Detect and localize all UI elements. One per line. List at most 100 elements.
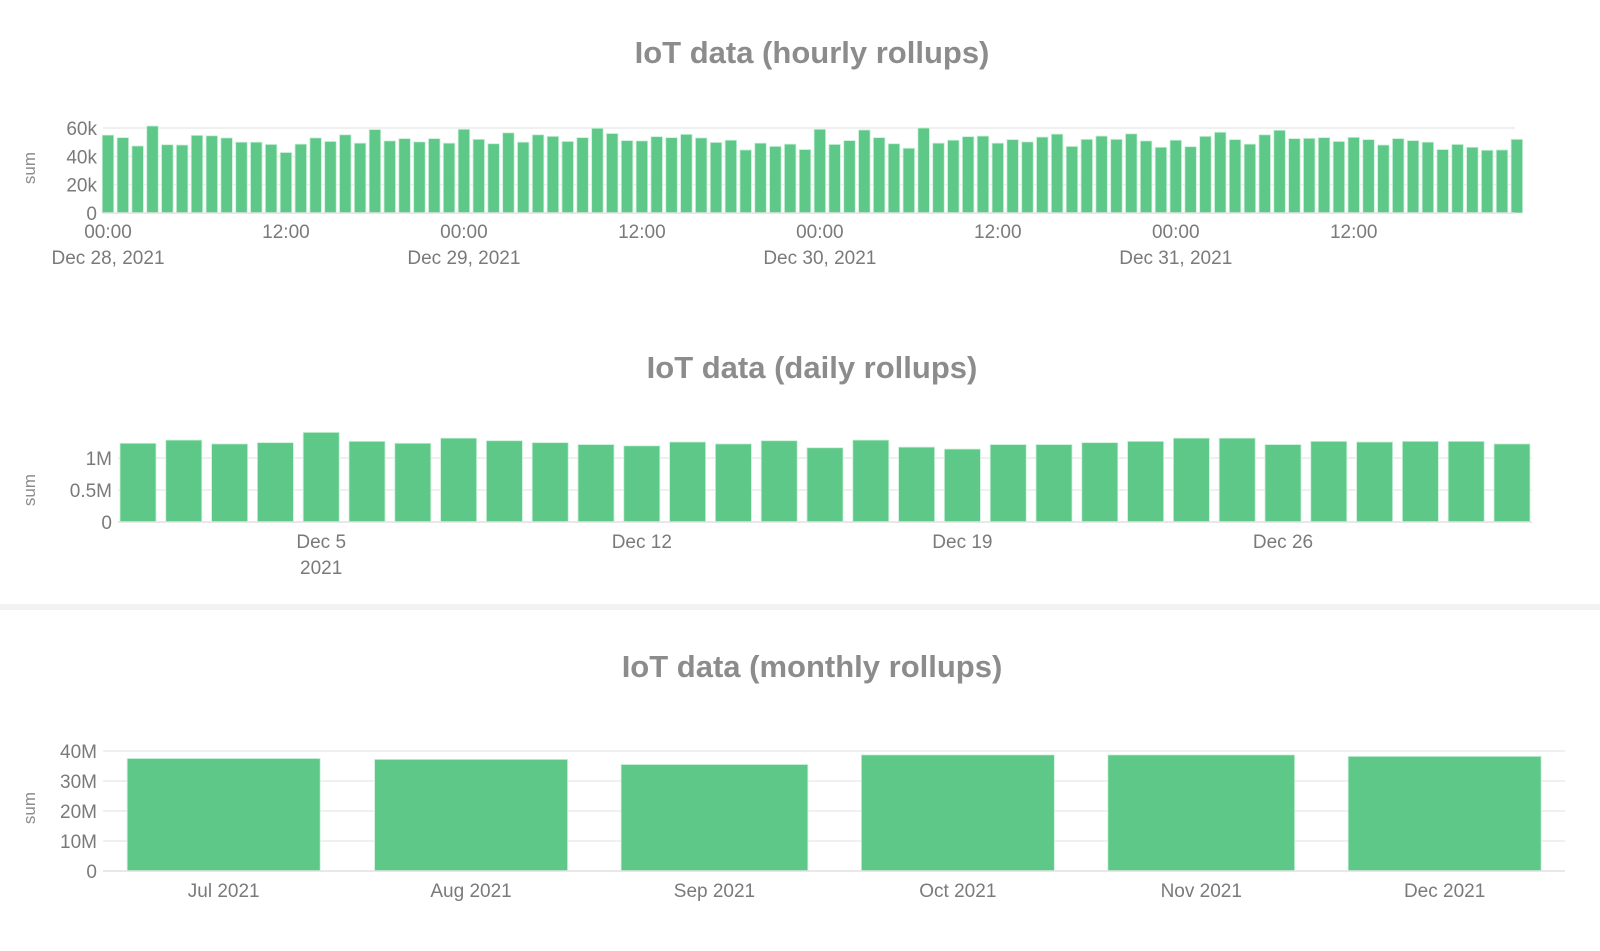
bar [1065,146,1079,214]
bar [1347,756,1542,872]
x-tick-sublabel: 2021 [300,558,342,579]
x-tick-label: Dec 5 [296,532,346,553]
bar-series [126,754,1542,872]
y-tick-label: 30M [60,772,97,793]
y-tick-label: 20M [60,802,97,823]
y-tick-label: 10M [60,832,97,853]
bar [398,138,411,214]
bar [339,134,352,214]
bar [873,137,886,214]
x-tick-sublabel: Dec 30, 2021 [763,248,876,269]
bar [211,443,249,523]
bar [531,442,569,523]
bar [1421,141,1435,214]
bar [1436,149,1449,214]
bar [1154,146,1168,214]
chart-title: IoT data (monthly rollups) [622,649,1003,684]
y-tick-label: 60k [66,119,97,140]
y-tick-label: 40k [66,147,97,168]
x-tick-label: Aug 2021 [430,881,511,902]
bar [1362,139,1375,214]
bar [989,444,1027,523]
bar [1169,139,1182,214]
x-tick-label: Sep 2021 [674,881,755,902]
x-tick-label: Dec 26 [1253,532,1313,553]
bar [620,140,634,214]
bar [806,447,844,523]
bar [190,134,204,214]
bar [1035,444,1073,523]
bar-series [119,431,1531,523]
x-tick-label: Nov 2021 [1161,881,1242,902]
x-tick-label: Dec 19 [932,532,992,553]
y-tick-label: 0.5M [70,481,112,502]
bar [724,139,738,214]
bar [368,129,382,214]
bar [1139,140,1153,214]
bar [374,759,568,872]
bar [813,128,826,214]
bar [695,137,708,214]
bar [860,754,1055,872]
bar [1303,137,1316,214]
y-tick-label: 1M [86,449,112,470]
bar [1495,149,1509,214]
bar [546,135,560,214]
bar [485,440,523,523]
bar [1199,135,1212,214]
bar [1214,131,1227,214]
x-tick-label: 12:00 [1330,222,1378,243]
bar [101,134,115,214]
bar [126,758,321,872]
x-tick-label: 00:00 [84,222,132,243]
bar [1107,754,1296,872]
bar [828,144,841,214]
bar [165,439,203,523]
bar [1288,138,1301,214]
bar [348,440,386,523]
x-tick-label: 00:00 [796,222,844,243]
bar [784,143,797,214]
bar [715,443,752,523]
bar [1447,440,1485,523]
bar [1317,137,1331,214]
bar [1510,138,1523,214]
bar [1264,444,1302,523]
bar [858,129,871,214]
bar [932,142,945,214]
bar [576,137,589,214]
bar [739,149,752,214]
bar [669,441,706,523]
bar [1392,138,1405,214]
bar [309,137,322,214]
monthly-rollups-chart: IoT data (monthly rollups) sum 0 10M 20M 30… [20,649,1565,902]
bar [116,137,129,214]
bar [1125,133,1138,214]
bar [1273,129,1286,214]
x-tick-label: 12:00 [262,222,310,243]
daily-rollups-chart: IoT data (daily rollups) sum 0 0.5M 1M Dec … [20,350,1532,579]
x-tick-label: Oct 2021 [919,881,996,902]
bar [1402,440,1439,523]
bar [665,137,678,214]
chart-title: IoT data (daily rollups) [647,350,978,385]
bar [1127,440,1164,523]
bar [852,439,890,523]
bar [1451,144,1464,214]
bar [1218,437,1256,523]
x-tick-sublabel: Dec 28, 2021 [51,248,164,269]
bar [279,152,293,214]
panel-separator [0,604,1600,610]
bar [1332,141,1346,214]
bar [769,146,782,214]
x-tick-label: 12:00 [618,222,666,243]
bar [887,143,901,214]
bar [991,142,1004,214]
bar [902,147,915,214]
bar [620,764,809,872]
bar [947,139,960,214]
bar [531,134,545,214]
chart-title: IoT data (hourly rollups) [635,35,990,70]
bar [1080,138,1093,214]
